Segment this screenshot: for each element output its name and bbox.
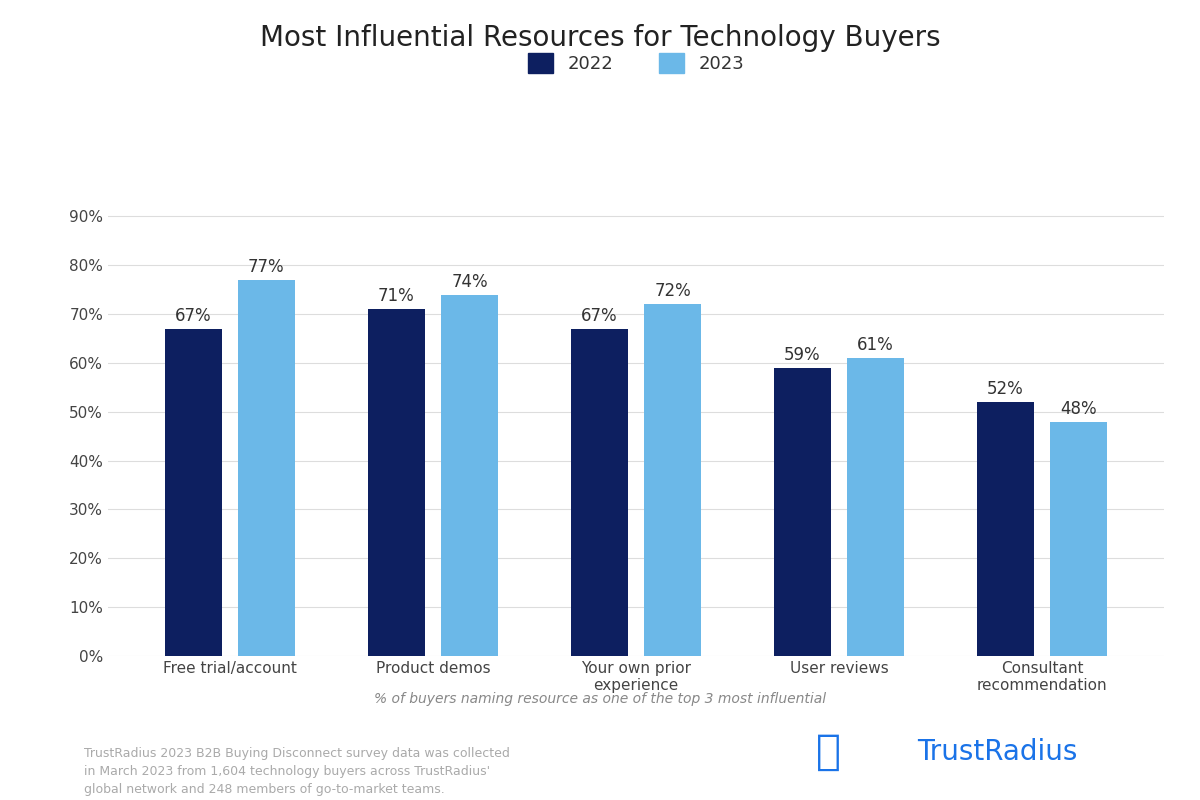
Text: 77%: 77%	[248, 258, 284, 276]
Bar	[571, 329, 628, 656]
Bar	[164, 329, 222, 656]
Text: 71%: 71%	[378, 287, 415, 306]
Text: Most Influential Resources for Technology Buyers: Most Influential Resources for Technolog…	[259, 24, 941, 52]
Bar	[774, 368, 830, 656]
Text: % of buyers naming resource as one of the top 3 most influential: % of buyers naming resource as one of th…	[374, 692, 826, 706]
Text: 67%: 67%	[581, 307, 618, 325]
Legend: 2022, 2023: 2022, 2023	[528, 53, 744, 74]
Text: 52%: 52%	[988, 380, 1024, 398]
Text: 67%: 67%	[175, 307, 211, 325]
Text: 72%: 72%	[654, 282, 691, 301]
Bar	[1050, 422, 1108, 656]
Bar	[644, 304, 701, 656]
Text: 74%: 74%	[451, 273, 487, 290]
Text: 61%: 61%	[857, 336, 894, 354]
Bar	[368, 310, 425, 656]
Bar	[238, 280, 295, 656]
Text: TrustRadius 2023 B2B Buying Disconnect survey data was collected
in March 2023 f: TrustRadius 2023 B2B Buying Disconnect s…	[84, 747, 510, 796]
Bar	[442, 294, 498, 656]
Text: TrustRadius: TrustRadius	[917, 738, 1078, 766]
Text: 48%: 48%	[1061, 400, 1097, 418]
Bar	[977, 402, 1034, 656]
Text: ⧉: ⧉	[816, 731, 841, 773]
Bar	[847, 358, 904, 656]
Text: 59%: 59%	[785, 346, 821, 364]
